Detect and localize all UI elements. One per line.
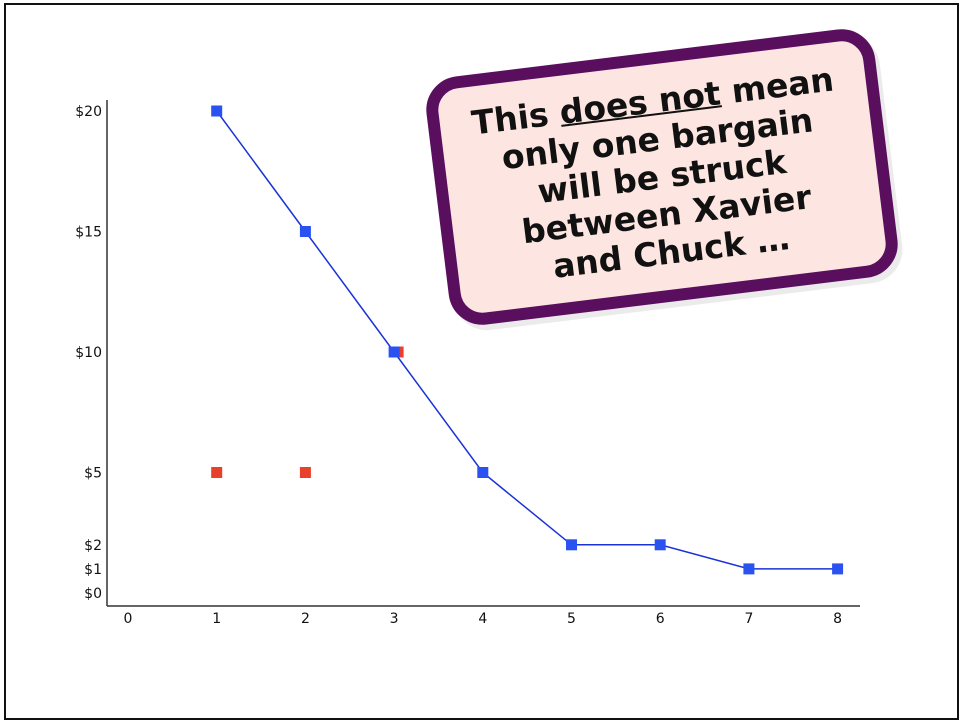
x-tick-label: 2	[301, 611, 310, 627]
x-tick-label: 3	[390, 611, 399, 627]
series-lines	[216, 110, 838, 570]
x-tick-label: 4	[478, 611, 487, 627]
y-tick-label: $20	[75, 104, 102, 120]
red-marker	[211, 467, 223, 478]
x-tick-labels: 0 1 2 3 4 5 6 7 8	[124, 611, 843, 627]
callout-text: This does not mean only one bargain will…	[470, 60, 855, 294]
y-tick-label: $15	[75, 225, 102, 241]
blue-marker	[477, 467, 489, 478]
y-tick-label: $2	[84, 538, 102, 554]
y-tick-labels: $0 $1 $2 $5 $10 $15 $20	[75, 104, 102, 602]
x-tick-label: 8	[833, 611, 842, 627]
blue-marker	[832, 563, 844, 575]
blue-marker	[211, 105, 223, 117]
blue-marker	[743, 563, 755, 575]
blue-marker	[566, 539, 577, 551]
blue-marker	[654, 539, 666, 551]
series-line	[216, 110, 838, 570]
x-tick-label: 0	[124, 611, 133, 627]
y-tick-label: $5	[84, 466, 102, 482]
x-tick-label: 5	[567, 611, 576, 627]
red-marker	[299, 467, 311, 478]
x-tick-label: 1	[212, 611, 221, 627]
y-tick-label: $10	[75, 345, 102, 361]
blue-marker	[388, 346, 400, 358]
x-tick-label: 6	[656, 611, 665, 627]
blue-marker	[299, 226, 311, 237]
y-tick-label: $0	[84, 586, 102, 602]
x-tick-label: 7	[744, 611, 753, 627]
y-tick-label: $1	[84, 562, 102, 578]
series-markers	[211, 105, 844, 575]
